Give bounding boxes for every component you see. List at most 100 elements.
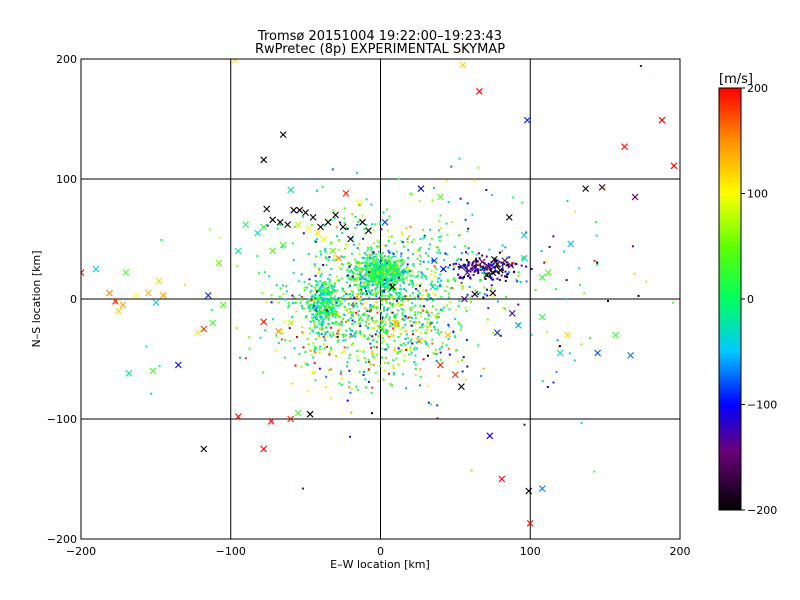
- scatter-dot: [360, 272, 363, 275]
- scatter-dot: [299, 302, 302, 305]
- scatter-dot: [405, 276, 408, 279]
- scatter-dot: [445, 222, 448, 225]
- scatter-dot: [452, 268, 455, 271]
- scatter-dot: [315, 284, 318, 287]
- scatter-dot: [401, 263, 404, 265]
- scatter-dot: [321, 298, 324, 301]
- scatter-dot: [492, 266, 495, 269]
- scatter-dot: [319, 280, 322, 283]
- scatter-marker: [612, 331, 619, 339]
- scatter-dot: [380, 299, 383, 302]
- scatter-dot: [346, 365, 349, 368]
- scatter-dot: [404, 330, 407, 333]
- scatter-dot: [378, 270, 381, 273]
- scatter-dot: [402, 281, 405, 284]
- scatter-dot: [323, 305, 326, 308]
- scatter-dot: [413, 346, 416, 349]
- scatter-dot: [393, 290, 395, 293]
- scatter-dot: [321, 185, 324, 188]
- scatter-dot: [340, 296, 343, 299]
- scatter-dot: [322, 296, 325, 299]
- scatter-dot: [416, 297, 419, 300]
- scatter-dot: [320, 288, 323, 291]
- scatter-dot: [460, 325, 463, 328]
- scatter-dot: [300, 298, 303, 301]
- scatter-dot: [329, 293, 332, 296]
- scatter-dot: [369, 246, 372, 249]
- scatter-dot: [354, 215, 357, 218]
- scatter-dot: [371, 289, 374, 292]
- scatter-dot: [307, 343, 310, 346]
- scatter-dot: [380, 341, 383, 344]
- scatter-dot: [296, 336, 298, 338]
- scatter-dot: [300, 273, 303, 276]
- scatter-marker: [279, 131, 287, 138]
- scatter-dot: [370, 272, 373, 275]
- scatter-dot: [335, 336, 338, 339]
- scatter-dot: [372, 289, 375, 292]
- scatter-marker: [119, 301, 127, 309]
- scatter-dot: [438, 333, 441, 336]
- scatter-dot: [384, 356, 387, 359]
- scatter-dot: [384, 275, 387, 278]
- scatter-dot: [352, 306, 355, 309]
- scatter-dot: [425, 309, 428, 312]
- y-axis-label: N–S location [km]: [30, 250, 43, 347]
- scatter-dot: [466, 259, 469, 262]
- scatter-marker: [320, 235, 327, 243]
- scatter-dot: [403, 319, 406, 322]
- scatter-dot: [384, 294, 387, 297]
- scatter-dot: [420, 283, 422, 285]
- scatter-dot: [304, 362, 307, 365]
- scatter-dot: [321, 303, 324, 306]
- scatter-dot: [355, 385, 358, 388]
- scatter-dot: [378, 241, 381, 244]
- scatter-marker: [489, 269, 497, 276]
- scatter-dot: [434, 275, 437, 278]
- scatter-dot: [316, 297, 318, 300]
- scatter-dot: [338, 323, 341, 325]
- scatter-dot: [503, 263, 506, 265]
- scatter-dot: [298, 353, 301, 356]
- scatter-marker: [478, 258, 486, 266]
- scatter-dot: [416, 258, 419, 261]
- scatter-dot: [335, 320, 338, 323]
- scatter-dot: [349, 311, 352, 313]
- scatter-dot: [358, 370, 361, 373]
- scatter-dot: [436, 251, 439, 254]
- colorbar-tick-label: 200: [747, 82, 768, 95]
- scatter-dot: [301, 326, 303, 329]
- scatter-dot: [423, 236, 426, 239]
- scatter-dot: [365, 285, 368, 288]
- scatter-dot: [367, 369, 370, 372]
- scatter-dot: [318, 312, 321, 315]
- scatter-dot: [422, 297, 425, 300]
- scatter-dot: [379, 260, 382, 263]
- scatter-dot: [450, 220, 453, 223]
- scatter-dot: [383, 306, 385, 309]
- scatter-dot: [424, 317, 427, 320]
- scatter-dot: [328, 279, 331, 282]
- scatter-dot: [384, 323, 387, 326]
- y-tick-label: 200: [56, 53, 77, 66]
- scatter-dot: [405, 349, 408, 351]
- scatter-dot: [442, 306, 445, 309]
- scatter-dot: [452, 278, 455, 281]
- scatter-dot: [332, 255, 335, 258]
- scatter-dot: [386, 283, 389, 285]
- scatter-dot: [365, 292, 368, 295]
- scatter-dot: [358, 248, 361, 251]
- scatter-dot: [420, 315, 422, 318]
- scatter-dot: [321, 286, 324, 289]
- scatter-dot: [332, 305, 335, 308]
- scatter-dot: [399, 284, 402, 287]
- scatter-dot: [320, 293, 323, 296]
- scatter-dot: [411, 274, 414, 277]
- scatter-dot: [409, 307, 411, 310]
- scatter-dot: [467, 264, 470, 267]
- scatter-dot: [326, 330, 329, 333]
- scatter-marker: [392, 319, 399, 327]
- scatter-dot: [348, 356, 351, 359]
- scatter-dot: [454, 280, 457, 282]
- scatter-dot: [416, 275, 419, 278]
